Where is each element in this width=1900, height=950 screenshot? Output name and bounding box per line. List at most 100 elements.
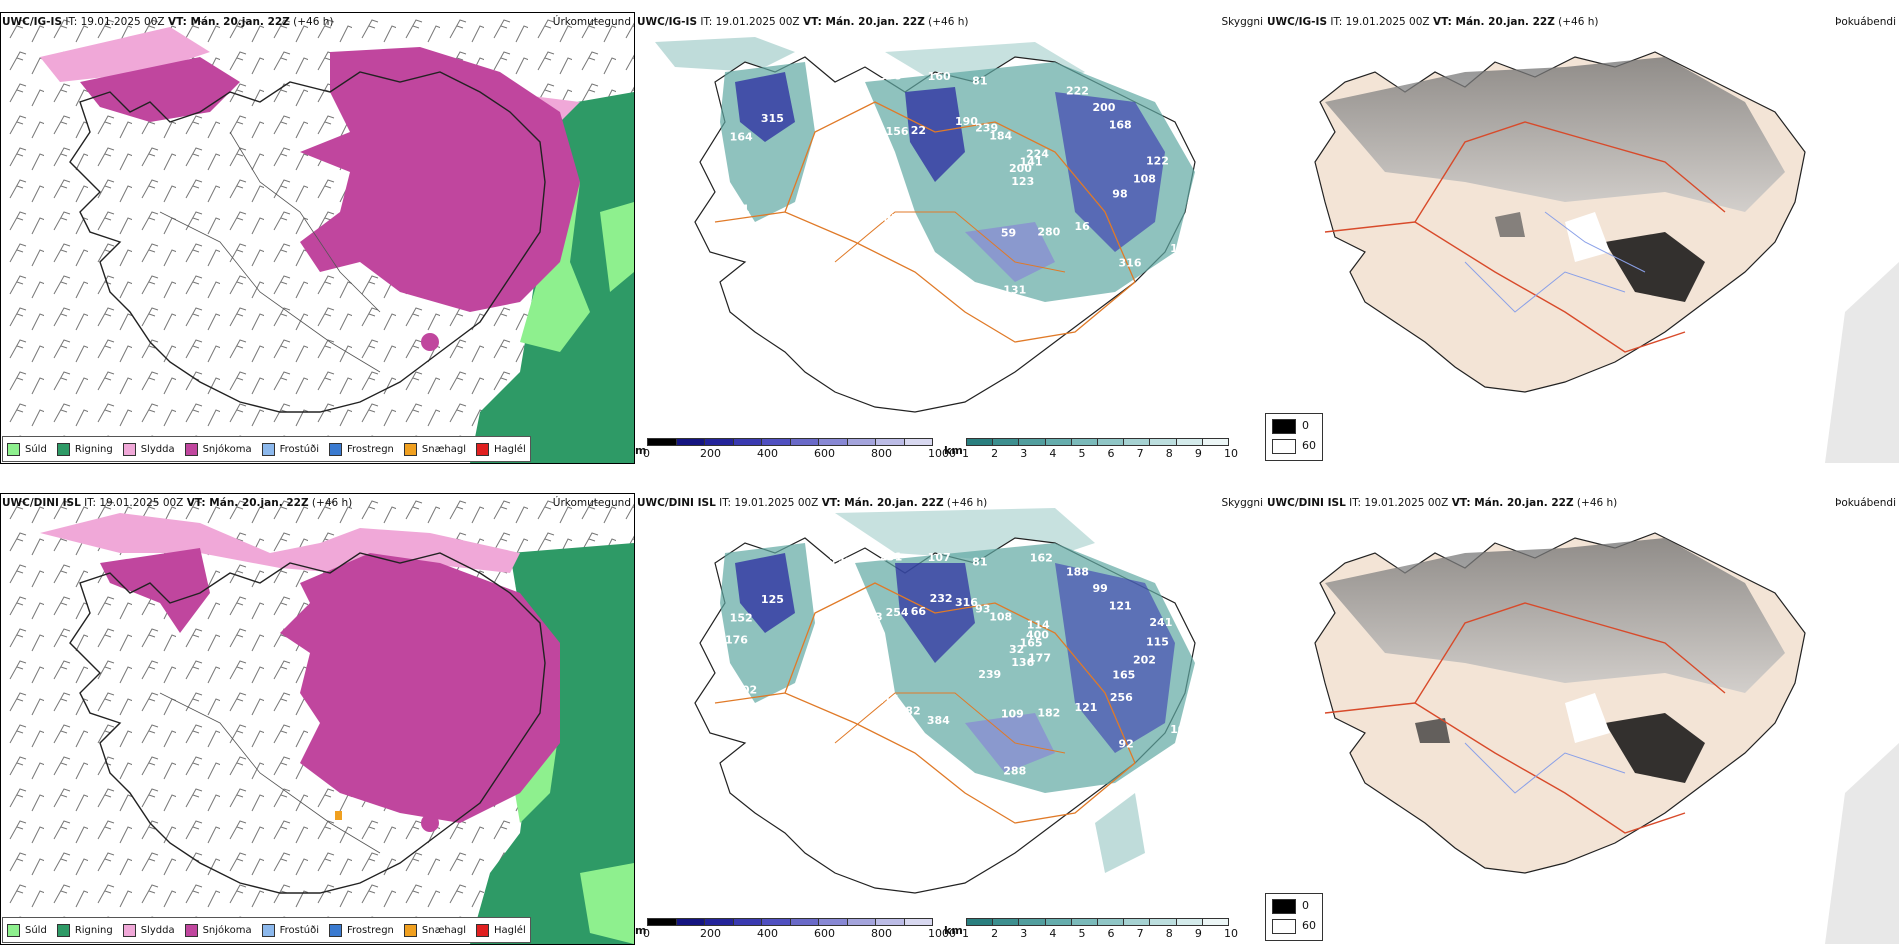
legend-item: Slydda <box>122 442 175 456</box>
legend-item: Frostúði <box>261 442 319 456</box>
visibility-value-label: 231 <box>879 551 902 564</box>
colorbar-segment <box>903 918 933 926</box>
visibility-value-label: 123 <box>898 224 921 237</box>
colorbar-unit: km <box>944 924 963 937</box>
visibility-value-label: 121 <box>1109 599 1132 612</box>
visibility-value-labels: 200 98 81 316 102 168 59 22 98 51 184 59 315 141 287 16… <box>730 70 1193 297</box>
colorbar-segment <box>1149 438 1177 446</box>
colorbar-segment <box>903 438 933 446</box>
visibility-value-label: 202 <box>1133 653 1156 666</box>
visibility-value-label: 188 <box>1066 566 1089 579</box>
visibility-value-label: 168 <box>846 634 869 647</box>
precip-legend: Súld Rigning Slydda Snjókoma Frostúði Fr… <box>2 436 531 462</box>
colorbar-tick-label: 1000 <box>928 927 956 940</box>
visibility-value-label: 32 <box>1009 643 1024 656</box>
visibility-value-label: 59 <box>1001 227 1016 240</box>
visibility-map: 200 98 81 316 102 168 59 22 98 51 184 59 315 141 287 16… <box>655 37 1196 413</box>
fog-indicator-panel-top: UWC/IG-IS IT: 19.01.2025 00Z VT: Mán. 20… <box>1265 12 1900 464</box>
legend-item: Snjókoma <box>184 923 252 937</box>
colorbar-segment <box>1070 438 1098 446</box>
colorbar-segment <box>704 438 734 446</box>
colorbar-tick-label: 200 <box>700 927 721 940</box>
visibility-value-label: 22 <box>911 124 926 137</box>
panel-type-title: Þokuábendi <box>1835 16 1896 28</box>
visibility-value-label: 254 <box>886 606 909 619</box>
visibility-value-label: 102 <box>846 153 869 166</box>
visibility-value-label: 270 <box>832 164 855 177</box>
colorbar-tick-label: 4 <box>1049 447 1057 460</box>
visibility-value-label: 108 <box>1133 172 1156 185</box>
visibility-value-label: 78 <box>943 761 958 774</box>
colorbar-tick-label: 400 <box>757 447 778 460</box>
colorbar-tick-label: 9 <box>1194 927 1202 940</box>
visibility-value-label: 152 <box>777 729 800 742</box>
map-frame <box>0 12 635 464</box>
colorbar-segment <box>1070 918 1098 926</box>
visibility-value-label: 239 <box>978 668 1001 681</box>
colorbar-tick-label: 10 <box>1224 447 1238 460</box>
visibility-value-label: 316 <box>955 596 978 609</box>
colorbar-visibility-km: km 1 2 3 4 5 6 7 8 9 10 <box>944 918 1238 942</box>
visibility-value-label: 98 <box>862 200 877 213</box>
panel-type-title: Skyggni <box>1221 497 1264 509</box>
visibility-value-label: 51 <box>734 203 749 216</box>
visibility-value-label: 288 <box>1003 765 1026 778</box>
panel-type-title: Úrkomutegund <box>552 16 631 28</box>
colorbar-segment <box>1044 438 1072 446</box>
colorbar-segment <box>1201 918 1229 926</box>
legend-item: Frostúði <box>261 923 319 937</box>
visibility-value-label: 168 <box>1109 118 1132 131</box>
colorbar-segment <box>992 918 1020 926</box>
visibility-value-label: 59 <box>889 271 904 284</box>
visibility-value-label: 136 <box>1011 656 1034 669</box>
precip-legend: Súld Rigning Slydda Snjókoma Frostúði Fr… <box>2 917 531 943</box>
colorbar-segment <box>846 918 876 926</box>
fog-indicator-panel-bottom: UWC/DINI ISL IT: 19.01.2025 00Z VT: Mán.… <box>1265 493 1900 945</box>
precip-type-map <box>1 494 634 944</box>
visibility-value-label: 239 <box>975 122 998 135</box>
legend-item: Slydda <box>122 923 175 937</box>
visibility-value-label: 190 <box>955 115 978 128</box>
colorbar-tick-label: 1 <box>962 447 969 460</box>
colorbar-segment <box>875 918 905 926</box>
colorbar-tick-label: 5 <box>1078 447 1086 460</box>
visibility-value-labels: 3275819216812198661651021081091251651141… <box>725 551 1193 778</box>
visibility-value-label: 316 <box>1119 257 1142 270</box>
colorbar-segment <box>966 438 994 446</box>
visibility-value-label: 173 <box>860 610 883 623</box>
fog-indicator-map <box>1314 51 1899 463</box>
panel-header: UWC/IG-IS IT: 19.01.2025 00Z VT: Mán. 20… <box>637 16 969 28</box>
visibility-value-label: 256 <box>1110 691 1133 704</box>
visibility-value-label: 241 <box>1149 616 1172 629</box>
fog-indicator-map <box>1314 532 1899 944</box>
panel-type-title: Þokuábendi <box>1835 497 1896 509</box>
visibility-value-label: 125 <box>761 593 784 606</box>
visibility-value-label: 75 <box>862 681 877 694</box>
colorbar-segment <box>1097 918 1125 926</box>
colorbar-segment <box>1044 918 1072 926</box>
colorbar-segment <box>1201 438 1229 446</box>
colorbar-segment <box>647 438 677 446</box>
colorbar-segment <box>1097 438 1125 446</box>
visibility-value-label: 222 <box>1066 85 1089 98</box>
colorbar-segment <box>732 438 762 446</box>
fog-legend: 0 60 <box>1265 893 1323 941</box>
colorbar-tick-label: 0 <box>643 927 650 940</box>
visibility-value-label: 66 <box>911 605 927 618</box>
visibility-value-label: 131 <box>1003 284 1026 297</box>
panel-header: UWC/IG-IS IT: 19.01.2025 00Z VT: Mán. 20… <box>2 16 334 28</box>
visibility-value-label: 164 <box>730 130 753 143</box>
colorbar-segment <box>675 438 705 446</box>
fog-legend: 0 60 <box>1265 413 1323 461</box>
colorbar-tick-label: 6 <box>1107 927 1115 940</box>
visibility-value-label: 16 <box>1074 220 1090 233</box>
visibility-value-label: 271 <box>825 178 848 191</box>
visibility-value-label: 200 <box>1009 162 1032 175</box>
colorbar-segment <box>1149 918 1177 926</box>
legend-item: Súld <box>7 923 47 937</box>
panel-header: UWC/DINI ISL IT: 19.01.2025 00Z VT: Mán.… <box>1267 497 1618 509</box>
colorbar-tick-label: 7 <box>1136 447 1144 460</box>
visibility-value-label: 108 <box>749 707 772 720</box>
colorbar-segment <box>875 438 905 446</box>
colorbar-segment <box>704 918 734 926</box>
